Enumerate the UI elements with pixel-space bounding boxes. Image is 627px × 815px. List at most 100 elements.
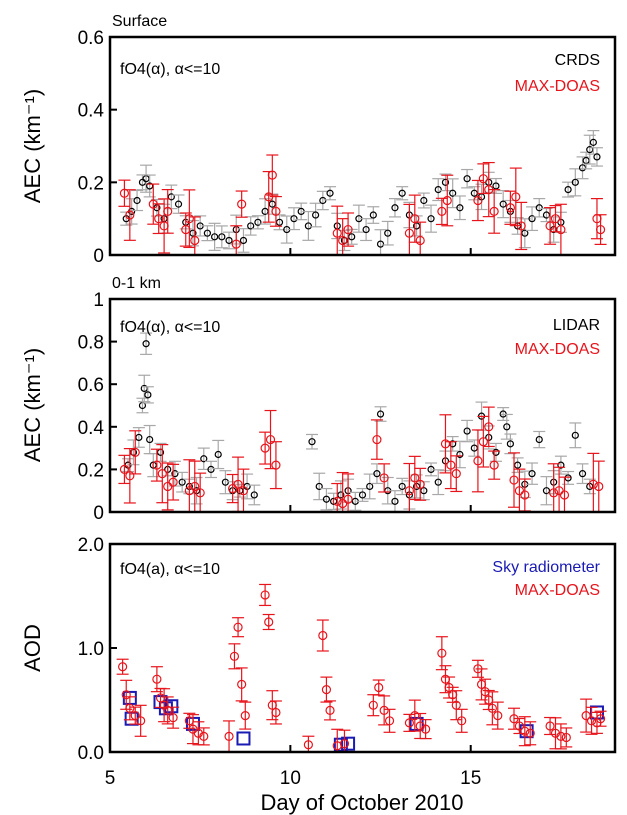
surface-point-black [586,146,594,154]
surface-point-black [340,236,349,245]
surface-ytick-label: 0.4 [78,101,105,122]
surface-point-black [167,193,175,201]
surface-point-black [174,200,183,208]
x-axis: 5 10 15 [105,768,482,789]
0-1km-point-black [308,438,316,446]
0-1km-point-black [140,384,148,393]
legend-lidar: LIDAR [553,317,600,334]
surface-point-black [376,240,385,248]
aod-point-maxdoas [384,716,395,726]
0-1km-point-black [366,482,374,491]
aod-point-maxdoas [457,716,467,726]
0-1km-point-black [503,423,511,431]
0-1km-point-black [578,470,587,478]
0-1km-point-black [135,433,143,442]
surface-point-black [571,178,579,186]
aod-ytick-label: 2.0 [78,535,104,556]
surface-point-maxdoas [332,228,342,238]
aod-point-maxdoas [325,705,335,716]
aod-point-maxdoas [271,707,281,718]
panel-surface-annotation: fO4(α), α<=10 [120,61,220,78]
surface-point-black [542,211,551,219]
0-1km-point-black [149,461,157,469]
0-1km-point-black [528,470,536,478]
0-1km-point-black [391,497,399,505]
surface-point-black [247,222,255,230]
0-1km-point-black [456,450,464,459]
surface-point-black [420,196,428,205]
surface-point-maxdoas [489,206,499,216]
surface-point-maxdoas [505,203,515,213]
0-1km-point-maxdoas [152,460,162,470]
0-1km-point-maxdoas [520,490,530,500]
0-1km-point-black [178,478,186,486]
surface-point-maxdoas [511,192,521,202]
0-1km-point-black [322,495,331,503]
surface-point-black [369,211,377,219]
surface-point-black [463,175,471,183]
surface-point-black [239,236,248,245]
0-1km-point-black [470,444,478,452]
surface-point-maxdoas [184,214,194,224]
0-1km-point-maxdoas [233,479,243,489]
aod-ytick-label: 1.0 [78,639,104,660]
aod-point-maxdoas [404,718,414,728]
0-1km-ytick-label: 0.8 [78,333,104,354]
panel-surface-plot: 0 0.2 0.4 0.6 [78,28,607,267]
surface-point-maxdoas [271,206,281,216]
surface-point-black [275,218,284,226]
surface-point-maxdoas [125,210,135,220]
panel-0-1km-frame [108,297,617,514]
0-1km-point-black [250,491,258,499]
surface-point-black [268,200,276,208]
0-1km-ytick-label: 0 [93,503,104,524]
0-1km-point-black [542,487,551,495]
panel-surface: Surface 0 0.2 0.4 0.6 AEC (km⁻¹) fO4(α), α<… [20,13,617,267]
aod-point-maxdoas [368,700,378,710]
surface-point-black [326,189,334,197]
surface-point-black [593,153,601,161]
0-1km-point-black [146,435,154,444]
aod-point-maxdoas [525,728,535,738]
0-1km-point-maxdoas [195,488,205,498]
0-1km-point-black [129,448,138,456]
0-1km-point-black [492,448,500,456]
aod-point-maxdoas [581,710,591,721]
0-1km-point-black [514,461,522,469]
0-1km-ytick-label: 0.6 [78,375,104,396]
surface-point-black [290,215,298,223]
x-axis-label: Day of October 2010 [260,790,463,815]
0-1km-point-black [171,470,179,478]
0-1km-point-maxdoas [451,469,461,479]
surface-point-maxdoas [338,235,348,246]
0-1km-point-black [463,427,471,435]
panel-aod: 0.0 1.0 2.0 AOD fO4(a), α<=10 Sky radiomet… [20,535,617,764]
aod-point-maxdoas [118,662,128,672]
0-1km-ytick-label: 1 [93,290,104,311]
aod-point-maxdoas [163,705,173,716]
aod-point-maxdoas [240,710,250,721]
aod-point-maxdoas [121,690,131,700]
legend-sky-radiometer: Sky radiometer [492,559,600,576]
surface-point-black [142,175,150,183]
0-1km-point-black [315,482,323,491]
aod-point-maxdoas [520,726,530,736]
0-1km-point-maxdoas [478,437,488,447]
0-1km-point-maxdoas [410,473,420,483]
surface-point-maxdoas [415,235,425,246]
aod-point-maxdoas [237,679,247,690]
aod-point-maxdoas [550,728,561,738]
panel-surface-title: Surface [112,13,167,30]
aod-point-maxdoas [514,721,525,731]
aod-point-maxdoas [379,705,389,716]
0-1km-point-maxdoas [446,460,456,470]
aod-point-maxdoas [321,684,332,695]
surface-point-maxdoas [267,170,277,180]
0-1km-point-maxdoas [404,486,414,496]
aod-point-maxdoas [199,731,209,742]
0-1km-point-black [564,474,572,482]
surface-point-maxdoas [190,235,200,246]
surface-point-black [470,189,478,197]
surface-point-black [398,189,406,197]
surface-point-black [218,233,226,241]
